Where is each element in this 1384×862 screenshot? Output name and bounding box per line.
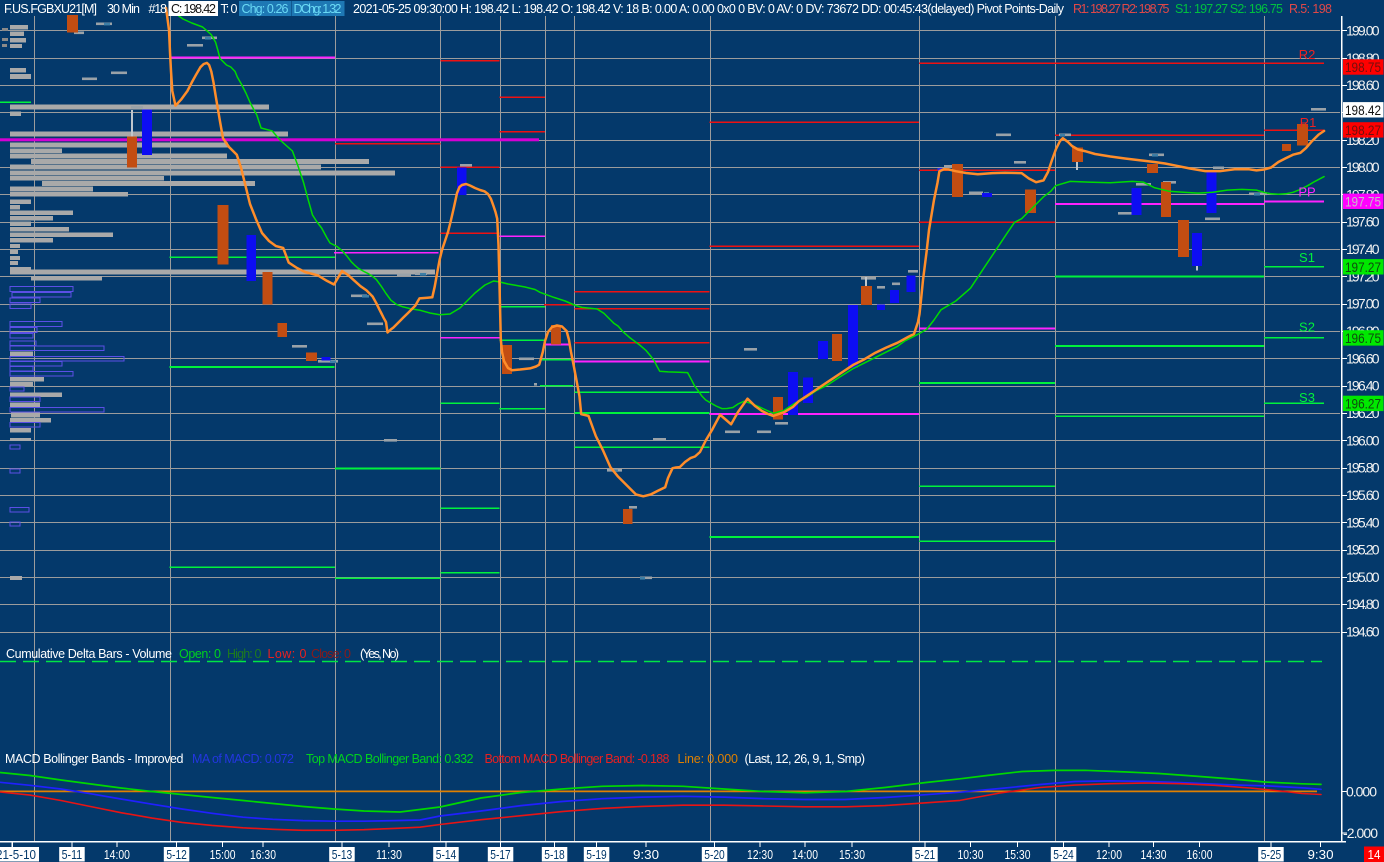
svg-text:#18: #18 [149, 2, 168, 16]
svg-text:11:30: 11:30 [376, 847, 402, 862]
svg-text:R1: 198.27 R2: 198.75: R1: 198.27 R2: 198.75 [1073, 2, 1170, 16]
svg-text:S2: S2 [1299, 320, 1315, 335]
svg-text:R1: R1 [1300, 115, 1317, 130]
svg-text:9:30: 9:30 [633, 847, 659, 862]
svg-text:198.27: 198.27 [1345, 122, 1381, 138]
svg-text:195.20: 195.20 [1346, 542, 1380, 558]
svg-text:12:00: 12:00 [1096, 847, 1122, 862]
svg-text:14: 14 [1368, 847, 1381, 862]
svg-text:197.75: 197.75 [1345, 193, 1381, 209]
svg-text:High: 0: High: 0 [227, 647, 262, 661]
svg-text:14:30: 14:30 [1141, 847, 1167, 862]
svg-text:196.27: 196.27 [1345, 395, 1381, 411]
svg-text:198.42: 198.42 [1345, 102, 1381, 118]
svg-text:S3: S3 [1299, 390, 1315, 405]
svg-text:Cumulative Delta Bars - Volume: Cumulative Delta Bars - Volume [6, 647, 172, 661]
svg-text:5-12: 5-12 [166, 847, 187, 862]
svg-text:T: 0: T: 0 [221, 2, 238, 16]
svg-text:5-21: 5-21 [915, 847, 936, 862]
svg-text:R2: R2 [1299, 47, 1316, 62]
svg-text:5-13: 5-13 [332, 847, 353, 862]
svg-text:197.27: 197.27 [1345, 259, 1381, 275]
svg-text:2021-05-25 09:30:00 H: 198.42: 2021-05-25 09:30:00 H: 198.42 L: 198.42 … [353, 2, 1065, 16]
svg-text:195.40: 195.40 [1346, 514, 1380, 530]
svg-text:14:00: 14:00 [792, 847, 818, 862]
svg-text:198.75: 198.75 [1345, 59, 1381, 75]
svg-text:S1: 197.27 S2: 196.75: S1: 197.27 S2: 196.75 [1175, 2, 1283, 16]
svg-text:10:30: 10:30 [958, 847, 984, 862]
svg-text:9:30: 9:30 [1308, 847, 1334, 862]
svg-text:196.40: 196.40 [1346, 378, 1380, 394]
svg-text:5-20: 5-20 [704, 847, 725, 862]
svg-text:198.00: 198.00 [1346, 159, 1380, 175]
svg-text:30 Min: 30 Min [107, 2, 140, 16]
svg-text:Line: 0.000: Line: 0.000 [678, 752, 739, 766]
svg-text:Chg: 0.26: Chg: 0.26 [242, 2, 289, 16]
svg-text:5-19: 5-19 [586, 847, 607, 862]
svg-text:5-25: 5-25 [1261, 847, 1282, 862]
svg-text:196.00: 196.00 [1346, 432, 1380, 448]
svg-text:5-17: 5-17 [490, 847, 511, 862]
svg-text:Open: 0: Open: 0 [179, 647, 221, 661]
svg-text:15:30: 15:30 [1005, 847, 1031, 862]
svg-text:5-24: 5-24 [1053, 847, 1074, 862]
svg-text:15:30: 15:30 [839, 847, 865, 862]
svg-text:12:30: 12:30 [747, 847, 773, 862]
svg-text:198.60: 198.60 [1346, 77, 1380, 93]
svg-text:197.40: 197.40 [1346, 241, 1380, 257]
svg-text:(Yes, No): (Yes, No) [360, 647, 399, 661]
svg-text:C: 198.42: C: 198.42 [171, 2, 216, 16]
svg-text:5-18: 5-18 [544, 847, 565, 862]
svg-text:(Last, 12, 26, 9, 1, Smp): (Last, 12, 26, 9, 1, Smp) [745, 752, 866, 766]
svg-text:194.80: 194.80 [1346, 596, 1380, 612]
svg-text:MA of MACD: 0.072: MA of MACD: 0.072 [192, 752, 294, 766]
svg-text:15:00: 15:00 [210, 847, 236, 862]
svg-text:PP: PP [1298, 185, 1315, 200]
svg-text:5-14: 5-14 [436, 847, 457, 862]
svg-text:Close: 0: Close: 0 [311, 647, 351, 661]
svg-text:194.60: 194.60 [1346, 624, 1380, 640]
svg-text:196.75: 196.75 [1345, 330, 1381, 346]
svg-text:199.00: 199.00 [1346, 23, 1380, 39]
svg-text:S1: S1 [1299, 250, 1315, 265]
svg-text:195.60: 195.60 [1346, 487, 1380, 503]
svg-text:195.00: 195.00 [1346, 569, 1380, 585]
svg-text:R.5: 198: R.5: 198 [1289, 2, 1332, 16]
svg-text:195.80: 195.80 [1346, 460, 1380, 476]
svg-text:Top MACD Bollinger Band: 0.332: Top MACD Bollinger Band: 0.332 [306, 752, 474, 766]
svg-text:21-5-10: 21-5-10 [0, 847, 36, 862]
svg-text:5-11: 5-11 [62, 847, 83, 862]
svg-text:Bottom MACD Bollinger Band: -0: Bottom MACD Bollinger Band: -0.188 [485, 752, 670, 766]
svg-text:F.US.FGBXU21[M]: F.US.FGBXU21[M] [4, 2, 97, 16]
svg-text:16:30: 16:30 [250, 847, 276, 862]
svg-text:MACD Bollinger Bands - Improve: MACD Bollinger Bands - Improved [5, 752, 184, 766]
svg-text:16:00: 16:00 [1187, 847, 1213, 862]
svg-text:197.00: 197.00 [1346, 296, 1380, 312]
svg-text:DChg: 1.32: DChg: 1.32 [294, 2, 342, 16]
svg-text:0.000: 0.000 [1346, 783, 1377, 799]
svg-text:196.60: 196.60 [1346, 350, 1380, 366]
svg-text:14:00: 14:00 [104, 847, 130, 862]
svg-text:197.60: 197.60 [1346, 214, 1380, 230]
svg-text:-2.000: -2.000 [1343, 825, 1378, 841]
svg-text:Low: 0: Low: 0 [268, 647, 307, 661]
